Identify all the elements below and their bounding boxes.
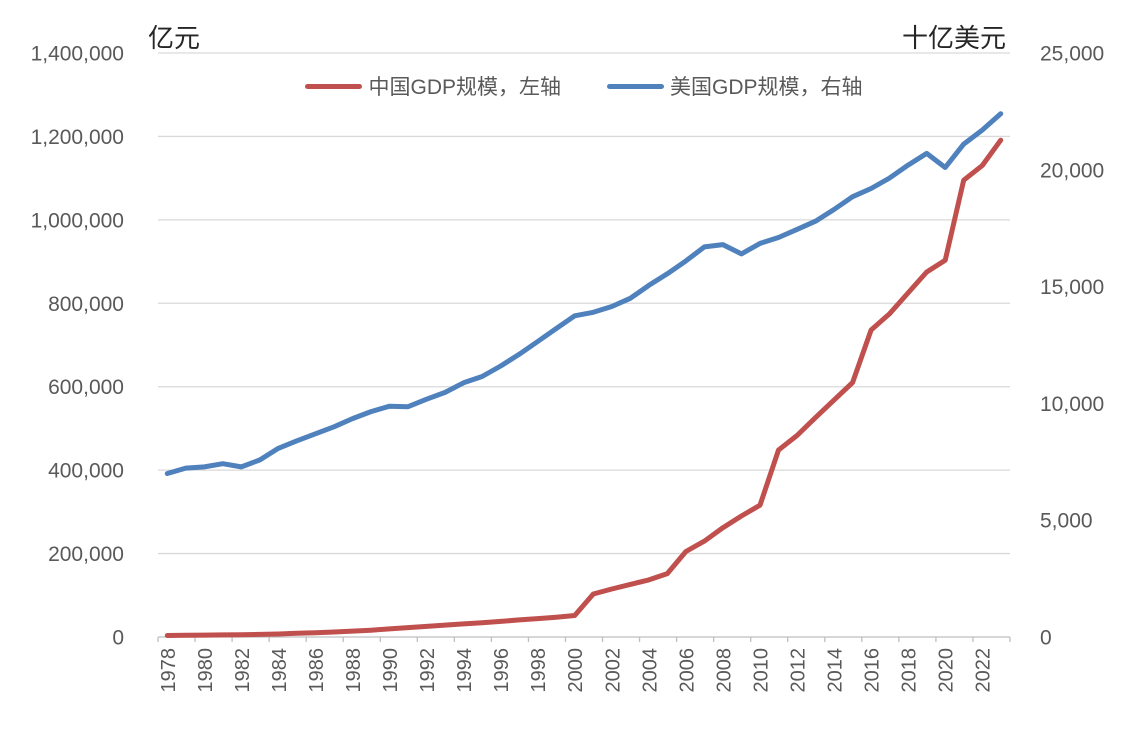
x-axis-year-label: 2018 [899, 648, 921, 693]
x-axis-year-label: 2012 [788, 648, 810, 693]
legend-label-us: 美国GDP规模，右轴 [670, 76, 863, 99]
left-axis-tick-label: 0 [112, 627, 124, 650]
x-axis-year-label: 1992 [417, 648, 439, 693]
left-axis-tick-label: 400,000 [48, 460, 124, 483]
right-axis-tick-label: 15,000 [1040, 276, 1104, 299]
left-axis-tick-label: 1,000,000 [31, 209, 124, 232]
right-axis-tick-label: 20,000 [1040, 159, 1104, 182]
legend-label-china: 中国GDP规模，左轴 [368, 76, 561, 99]
x-axis-year-label: 1980 [195, 648, 217, 693]
x-axis-year-label: 2000 [565, 648, 587, 693]
right-axis-tick-label: 5,000 [1040, 510, 1093, 533]
x-axis-year-label: 2020 [936, 648, 958, 693]
x-axis-year-label: 2022 [973, 648, 995, 693]
x-axis-year-label: 2008 [713, 648, 735, 693]
x-axis-year-label: 1988 [343, 648, 365, 693]
china-gdp-line [164, 137, 1004, 638]
china-line-swatch [305, 83, 363, 89]
left-axis-tick-label: 800,000 [48, 293, 124, 316]
right-axis-tick-label: 10,000 [1040, 393, 1104, 416]
x-axis-year-label: 2014 [825, 648, 847, 693]
left-axis-tick-label: 1,200,000 [31, 126, 124, 149]
x-axis-year-label: 2010 [750, 648, 772, 693]
chart-legend: 中国GDP规模，左轴 美国GDP规模，右轴 [158, 72, 1010, 100]
x-axis-year-label: 1990 [380, 648, 402, 693]
x-axis-year-label: 1998 [528, 648, 550, 693]
legend-item-china: 中国GDP规模，左轴 [305, 71, 561, 101]
right-axis-tick-label: 25,000 [1040, 43, 1104, 66]
us-line-swatch [607, 83, 664, 89]
left-axis-unit-label: 亿元 [148, 24, 201, 54]
x-axis-year-label: 1986 [306, 648, 328, 693]
left-axis-tick-label: 600,000 [48, 376, 124, 399]
x-axis-year-label: 2002 [602, 648, 624, 693]
x-axis-year-label: 2004 [639, 648, 661, 693]
left-axis-tick-label: 200,000 [48, 543, 124, 566]
right-axis-tick-label: 0 [1040, 627, 1052, 650]
legend-item-us: 美国GDP规模，右轴 [607, 71, 863, 101]
x-axis-year-label: 2016 [862, 648, 884, 693]
right-axis-unit-label: 十亿美元 [901, 24, 1006, 54]
left-axis-tick-label: 1,400,000 [31, 43, 124, 66]
x-axis-year-label: 1982 [232, 648, 254, 693]
x-axis-year-label: 1984 [269, 648, 291, 693]
x-axis-year-label: 2006 [676, 648, 698, 693]
us-gdp-line [164, 111, 1004, 476]
x-axis-year-label: 1978 [158, 648, 180, 693]
x-axis-year-label: 1994 [454, 648, 476, 693]
x-axis-year-label: 1996 [491, 648, 513, 693]
